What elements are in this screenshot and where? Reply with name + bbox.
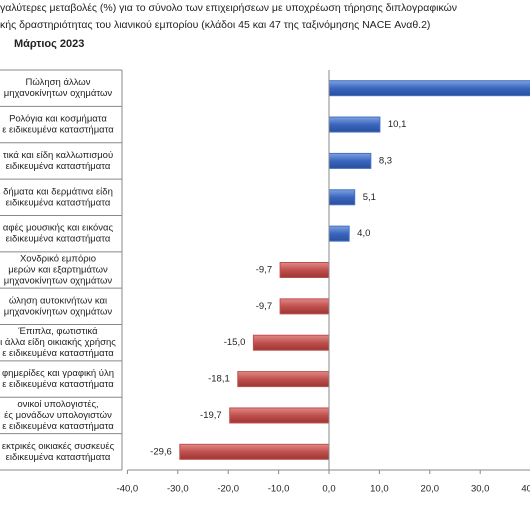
category-label: μηχανοκίνητων οχημάτων <box>4 88 113 99</box>
category-label: ές μονάδων υπολογιστών <box>4 410 112 421</box>
bar <box>328 189 356 206</box>
category-label: ειδικευμένα καταστήματα <box>6 197 111 208</box>
value-label: -18,1 <box>208 374 230 385</box>
x-tick-label: -10,0 <box>268 484 290 495</box>
x-tick-label: -40,0 <box>117 484 139 495</box>
x-tick-label: -30,0 <box>167 484 189 495</box>
x-tick-label: 20,0 <box>421 484 440 495</box>
category-label: δήματα και δερμάτινα είδη <box>3 186 113 197</box>
bar <box>328 225 350 242</box>
x-tick-label: 10,0 <box>370 484 389 495</box>
bar <box>179 443 330 460</box>
bar <box>279 298 330 315</box>
value-label: -15,0 <box>224 337 246 348</box>
value-label: -29,6 <box>150 446 172 457</box>
category-label: ειδικευμένα καταστήματα <box>6 452 111 463</box>
category-label: Χονδρικό εμπόριο <box>20 254 96 265</box>
bar <box>279 262 330 278</box>
category-label: ειδικευμένα καταστήματα <box>6 234 111 245</box>
category-label: μηχανοκίνητων οχημάτων <box>4 276 113 287</box>
category-label: εκτρικές οικιακές συσκευές <box>2 441 115 452</box>
category-label: τικά και είδη καλλωπισμού <box>3 150 113 161</box>
category-label: ε ειδικευμένα καταστήματα <box>2 421 114 432</box>
category-label: ώληση αυτοκινήτων και <box>9 295 107 306</box>
value-label: -19,7 <box>200 410 222 421</box>
x-tick-label: 30,0 <box>471 484 490 495</box>
chart-title: κής δραστηριότητας του λιανικού εμπορίου… <box>0 19 430 31</box>
value-label: 4,0 <box>357 228 370 239</box>
x-tick-label: 0,0 <box>322 484 335 495</box>
category-label: μερών και εξαρτημάτων <box>8 265 108 276</box>
category-label: ονικοί υπολογιστές, <box>17 399 98 410</box>
bar <box>328 80 530 97</box>
chart-title: γαλύτερες μεταβολές (%) για το σύνολο τω… <box>0 2 457 14</box>
chart-subtitle: Μάρτιος 2023 <box>14 38 84 50</box>
bar <box>328 116 381 133</box>
bar <box>229 407 330 424</box>
category-label: ειδικευμένα καταστήματα <box>6 161 111 172</box>
value-label: -9,7 <box>256 265 272 276</box>
category-label: φημερίδες και γραφική ύλη <box>2 368 114 379</box>
category-label: ε ειδικευμένα καταστήματα <box>2 348 114 359</box>
value-label: -9,7 <box>256 301 272 312</box>
category-label: ι άλλα είδη οικιακής χρήσης <box>0 337 116 348</box>
value-label: 5,1 <box>363 192 376 203</box>
category-label: Ρολόγια και κοσμήματα <box>9 114 107 125</box>
category-label: ε ειδικευμένα καταστήματα <box>2 125 114 136</box>
bar <box>328 152 372 169</box>
bar <box>252 334 330 351</box>
category-label: αφές μουσικής και εικόνας <box>3 223 114 234</box>
bar <box>237 371 330 388</box>
category-label: μηχανοκίνητων οχημάτων <box>4 306 113 317</box>
value-label: 10,1 <box>388 119 407 130</box>
category-label: Πώληση άλλων <box>26 77 91 88</box>
category-label: Έπιπλα, φωτιστικά <box>17 326 98 337</box>
x-tick-label: 40,0 <box>521 484 530 495</box>
category-label: ε ειδικευμένα καταστήματα <box>2 379 114 390</box>
value-label: 8,3 <box>379 155 392 166</box>
x-tick-label: -20,0 <box>217 484 239 495</box>
